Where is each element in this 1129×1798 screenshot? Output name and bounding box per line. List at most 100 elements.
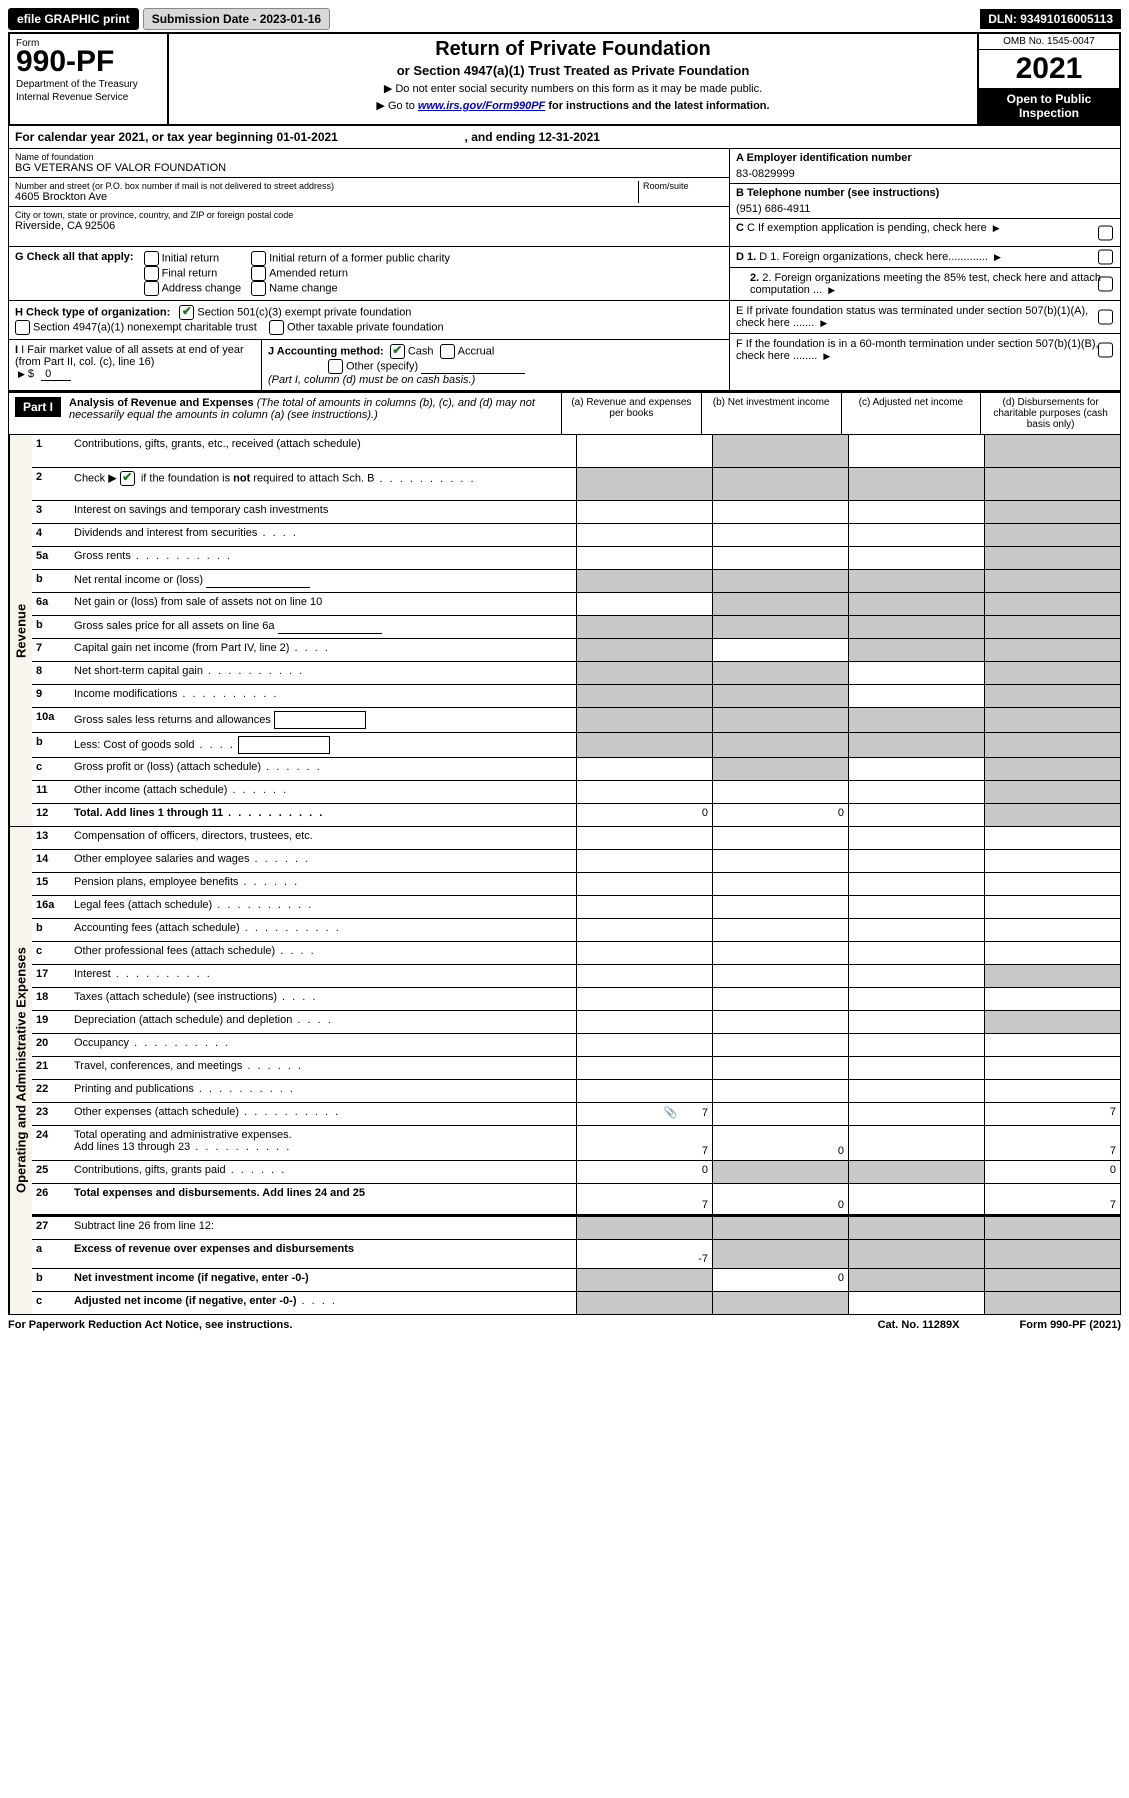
foundation-name: BG VETERANS OF VALOR FOUNDATION xyxy=(15,162,723,174)
line-14-desc: Other employee salaries and wages xyxy=(74,850,576,872)
part1-header-block: Part I Analysis of Revenue and Expenses … xyxy=(9,393,561,434)
other-method-checkbox[interactable] xyxy=(328,359,343,374)
line-1-desc: Contributions, gifts, grants, etc., rece… xyxy=(74,435,576,467)
street-address: 4605 Brockton Ave xyxy=(15,191,638,203)
line-26-desc: Total expenses and disbursements. Add li… xyxy=(74,1184,576,1214)
form-title: Return of Private Foundation xyxy=(177,38,969,61)
dept-irs: Internal Revenue Service xyxy=(16,92,161,103)
foreign-org-checkbox[interactable] xyxy=(1098,250,1113,265)
footer-paperwork: For Paperwork Reduction Act Notice, see … xyxy=(8,1319,292,1331)
line-17-desc: Interest xyxy=(74,965,576,987)
foreign-85-checkbox[interactable] xyxy=(1098,277,1113,292)
cogs-box[interactable] xyxy=(238,736,330,754)
line-16a-desc: Legal fees (attach schedule) xyxy=(74,896,576,918)
line-10b-desc: Less: Cost of goods sold xyxy=(74,733,576,757)
line-23-desc: Other expenses (attach schedule) xyxy=(74,1103,576,1125)
efile-print-button[interactable]: efile GRAPHIC print xyxy=(8,8,139,30)
phone-cell: B Telephone number (see instructions) (9… xyxy=(730,184,1120,219)
city-state-zip: Riverside, CA 92506 xyxy=(15,220,723,232)
line-24-col-b: 0 xyxy=(712,1126,848,1160)
gross-sales-input[interactable] xyxy=(278,619,382,634)
exemption-checkbox[interactable] xyxy=(1098,225,1113,240)
net-rental-input[interactable] xyxy=(206,573,310,588)
line-18-desc: Taxes (attach schedule) (see instruction… xyxy=(74,988,576,1010)
line-4-desc: Dividends and interest from securities xyxy=(74,524,576,546)
arrow-icon xyxy=(15,368,28,380)
line-24-col-d: 7 xyxy=(984,1126,1120,1160)
ein-value: 83-0829999 xyxy=(736,168,1114,180)
line-23-col-a: 📎 7 xyxy=(576,1103,712,1125)
line-25-col-d: 0 xyxy=(984,1161,1120,1183)
d2-row: 2. 2. Foreign organizations meeting the … xyxy=(730,268,1120,301)
line-27c-desc: Adjusted net income (if negative, enter … xyxy=(74,1292,576,1314)
line-7-desc: Capital gain net income (from Part IV, l… xyxy=(74,639,576,661)
other-method-input[interactable] xyxy=(421,359,525,374)
line-3-desc: Interest on savings and temporary cash i… xyxy=(74,501,576,523)
dept-treasury: Department of the Treasury xyxy=(16,79,161,90)
col-a-header: (a) Revenue and expenses per books xyxy=(561,393,701,434)
line-16c-desc: Other professional fees (attach schedule… xyxy=(74,942,576,964)
line-6a-desc: Net gain or (loss) from sale of assets n… xyxy=(74,593,576,615)
cash-checkbox[interactable] xyxy=(390,344,405,359)
line-5a-desc: Gross rents xyxy=(74,547,576,569)
amended-return-checkbox[interactable] xyxy=(251,266,266,281)
line-25-desc: Contributions, gifts, grants paid xyxy=(74,1161,576,1183)
form-id-block: Form 990-PF Department of the Treasury I… xyxy=(10,34,169,124)
footer-form: Form 990-PF (2021) xyxy=(1020,1319,1122,1331)
arrow-icon xyxy=(817,317,830,329)
ein-cell: A Employer identification number 83-0829… xyxy=(730,149,1120,184)
arrow-icon xyxy=(990,222,1003,234)
line-21-desc: Travel, conferences, and meetings xyxy=(74,1057,576,1079)
col-c-header: (c) Adjusted net income xyxy=(841,393,981,434)
line-23-col-d: 7 xyxy=(984,1103,1120,1125)
arrow-icon xyxy=(820,350,833,362)
line-10c-desc: Gross profit or (loss) (attach schedule) xyxy=(74,758,576,780)
line-number: 1 xyxy=(32,435,74,467)
cell xyxy=(576,435,712,467)
name-change-checkbox[interactable] xyxy=(251,281,266,296)
line-26-col-d: 7 xyxy=(984,1184,1120,1214)
line-26-col-a: 7 xyxy=(576,1184,712,1214)
tax-year: 2021 xyxy=(979,50,1119,88)
line-9-desc: Income modifications xyxy=(74,685,576,707)
part-header: Part I xyxy=(15,397,61,417)
fmv-value: 0 xyxy=(41,368,71,381)
60month-checkbox[interactable] xyxy=(1098,343,1113,358)
open-inspection-label: Open to Public Inspection xyxy=(979,88,1119,124)
4947-checkbox[interactable] xyxy=(15,320,30,335)
address-cell: Number and street (or P.O. box number if… xyxy=(9,178,729,207)
initial-former-checkbox[interactable] xyxy=(251,251,266,266)
line-10a-desc: Gross sales less returns and allowances xyxy=(74,708,576,732)
line-13-desc: Compensation of officers, directors, tru… xyxy=(74,827,576,849)
accrual-checkbox[interactable] xyxy=(440,344,455,359)
city-cell: City or town, state or province, country… xyxy=(9,207,729,235)
501c3-checkbox[interactable] xyxy=(179,305,194,320)
instructions-link[interactable]: www.irs.gov/Form990PF xyxy=(418,100,545,112)
initial-return-checkbox[interactable] xyxy=(144,251,159,266)
g-label: G Check all that apply: xyxy=(15,251,134,296)
dln-label: DLN: 93491016005113 xyxy=(980,9,1121,29)
gross-sales-box[interactable] xyxy=(274,711,366,729)
address-change-checkbox[interactable] xyxy=(144,281,159,296)
line-22-desc: Printing and publications xyxy=(74,1080,576,1102)
line-20-desc: Occupancy xyxy=(74,1034,576,1056)
terminated-checkbox[interactable] xyxy=(1098,310,1113,325)
exemption-pending-cell: C C If exemption application is pending,… xyxy=(730,219,1120,246)
phone-value: (951) 686-4911 xyxy=(736,203,1114,215)
line-25-col-a: 0 xyxy=(576,1161,712,1183)
attachment-icon[interactable]: 📎 xyxy=(664,1107,678,1119)
line-24-col-a: 7 xyxy=(576,1126,712,1160)
schb-checkbox[interactable] xyxy=(120,471,135,486)
col-b-header: (b) Net investment income xyxy=(701,393,841,434)
line-26-col-b: 0 xyxy=(712,1184,848,1214)
line-12-col-a: 0 xyxy=(576,804,712,826)
form-subtitle: or Section 4947(a)(1) Trust Treated as P… xyxy=(177,63,969,78)
form-title-block: Return of Private Foundation or Section … xyxy=(169,34,977,124)
arrow-icon xyxy=(825,284,838,296)
line-2-desc: Check ▶ if the foundation is not require… xyxy=(74,468,576,500)
line-24-desc: Total operating and administrative expen… xyxy=(74,1126,576,1160)
other-taxable-checkbox[interactable] xyxy=(269,320,284,335)
final-return-checkbox[interactable] xyxy=(144,266,159,281)
expenses-side-label: Operating and Administrative Expenses xyxy=(9,827,32,1314)
form-note-ssn: ▶ Do not enter social security numbers o… xyxy=(177,82,969,95)
